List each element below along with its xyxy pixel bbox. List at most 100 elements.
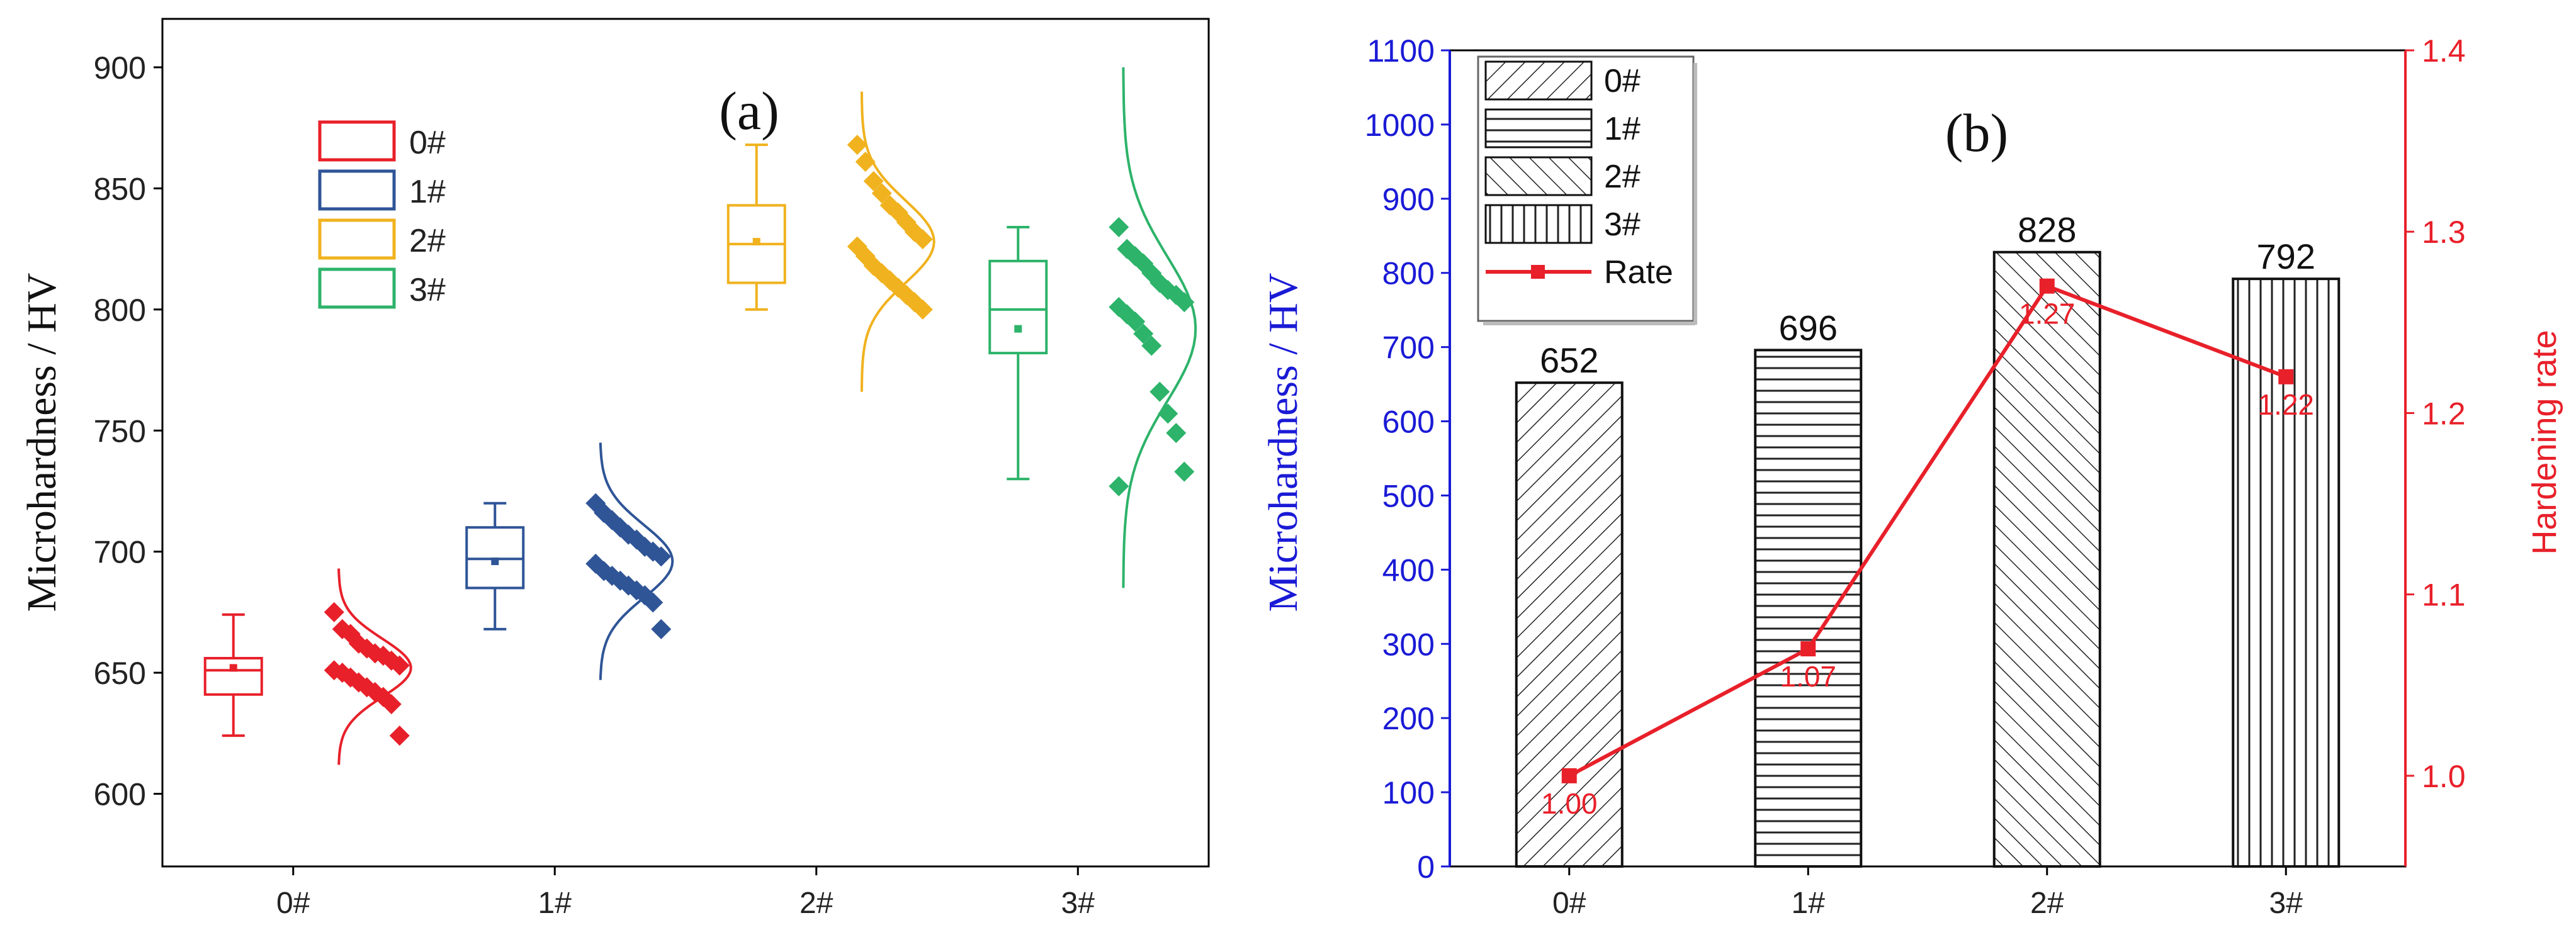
panel-a-data-point <box>871 183 892 204</box>
panel-a-data-point <box>324 602 344 622</box>
panel-b-rate-marker <box>2278 369 2294 384</box>
panel-a-mean-marker <box>229 664 237 672</box>
panel-a-x-tick-label: 0# <box>276 887 310 920</box>
panel-b-bar-value-label: 792 <box>2257 237 2315 276</box>
panel-a-data-point <box>912 229 933 250</box>
panel-b-y-tick-label: 200 <box>1382 701 1435 736</box>
panel-b-bar-value-label: 652 <box>1540 340 1598 380</box>
panel-a-legend-swatch <box>318 218 396 260</box>
panel-b-y-tick-label: 400 <box>1382 552 1435 588</box>
panel-b-y-ticks: 0 100 200 300 400 500 600 700 800 900 1000 1100 <box>1365 33 1450 885</box>
panel-a-data-point <box>1109 476 1129 496</box>
panel-b-rate-label: 1.27 <box>2019 298 2076 330</box>
panel-a-legend-label: 3# <box>409 272 446 308</box>
panel-b-rate-label: 1.00 <box>1541 787 1598 820</box>
panel-b-rate-label: 1.22 <box>2257 388 2314 421</box>
panel-a-boxes <box>203 143 1048 737</box>
panel-b-legend-marker <box>1531 265 1545 279</box>
panel-b-y2-tick-label: 1.0 <box>2422 759 2466 794</box>
panel-a-x-ticks: 0# 1# 2# 3# <box>276 866 1095 920</box>
panel-a-y-tick-label: 650 <box>94 656 146 691</box>
panel-b-legend-label: 3# <box>1604 206 1641 243</box>
panel-a-data-point <box>1133 323 1154 344</box>
panel-a-mean-marker <box>491 557 499 566</box>
panel-b-bar <box>1515 381 1624 868</box>
panel-a-legend-swatch <box>318 120 396 162</box>
panel-a-data-point <box>651 619 672 639</box>
panel-a-mean-marker <box>752 238 760 246</box>
panel-a-distribution-curve <box>599 442 674 680</box>
panel-b-legend-label: 0# <box>1604 63 1641 99</box>
panel-a-data-point <box>643 592 664 613</box>
panel-a-x-tick-label: 1# <box>538 887 572 920</box>
panel-b-bar-value-label: 696 <box>1779 308 1838 347</box>
panel-a-box <box>988 259 1048 355</box>
panel-a-y-tick-label: 850 <box>94 171 146 206</box>
panel-b-legend-label: 1# <box>1604 111 1641 147</box>
panel-a-data-point <box>1174 292 1195 313</box>
panel-b-y2-ticks: 1.0 1.1 1.2 1.3 1.4 <box>2405 33 2466 794</box>
panel-b-y2-tick-label: 1.4 <box>2422 33 2466 69</box>
panel-b-y2-tick-label: 1.3 <box>2422 215 2466 250</box>
panel-a-mean-marker <box>1014 325 1022 333</box>
panel-b-x-tick-label: 1# <box>1792 887 1826 920</box>
panel-a-data-point <box>1166 423 1187 444</box>
panel-b-bar-line-chart: 0 100 200 300 400 500 600 700 800 900 1000 1100 1.0… <box>1260 33 2563 920</box>
panel-b-rate-marker <box>1561 768 1577 783</box>
panel-a-y-tick-label: 900 <box>94 50 146 86</box>
panel-a-legend-label: 2# <box>409 223 446 259</box>
panel-a-legend: 0# 1# 2# 3# <box>318 120 446 309</box>
panel-a-data-point <box>847 135 867 155</box>
panel-a-legend-swatch <box>318 267 396 309</box>
panel-a-legend-label: 1# <box>409 174 446 210</box>
panel-a-y-tick-label: 600 <box>94 777 146 812</box>
panel-a-distributions <box>337 67 1197 765</box>
panel-a-data-point <box>389 655 410 676</box>
panel-a-x-tick-label: 2# <box>799 887 833 920</box>
panel-b-rate-marker <box>2039 278 2055 294</box>
panel-b-label: (b) <box>1945 103 2008 163</box>
panel-b-y-axis-title: Microhardness / HV <box>1260 273 1306 612</box>
panel-a-data-point <box>1109 216 1129 237</box>
panel-b-legend-swatch <box>1484 108 1593 148</box>
panel-b-legend-swatch <box>1484 60 1593 101</box>
panel-b-legend-swatch <box>1484 156 1593 196</box>
panel-a-data-point <box>651 546 672 567</box>
panel-b-y2-tick-label: 1.1 <box>2422 578 2466 613</box>
panel-b-bar <box>1992 250 2101 868</box>
panel-b-legend: 0# 1# 2# 3# Rate <box>1477 55 1697 325</box>
panel-a-distribution-curve <box>860 91 935 392</box>
panel-b-y-tick-label: 0 <box>1417 849 1435 885</box>
panel-a-legend-label: 0# <box>409 125 446 161</box>
panel-a-distribution-curve <box>1122 67 1197 588</box>
panel-b-y2-axis-title: Hardening rate <box>2526 330 2563 554</box>
panel-b-x-tick-label: 0# <box>1552 887 1586 920</box>
panel-b-bar <box>2232 277 2341 868</box>
panel-b-y-tick-label: 1000 <box>1365 108 1435 143</box>
panel-b-x-tick-label: 3# <box>2269 887 2303 920</box>
panel-a-data-point <box>1125 311 1146 332</box>
panel-a-data-point <box>1158 403 1178 424</box>
panel-a-box-chart: 600 650 700 750 800 850 900 0# 1# 2# 3# Microhard… <box>19 18 1210 920</box>
panel-b-x-ticks: 0# 1# 2# 3# <box>1552 866 2303 920</box>
panel-a-data-point <box>1141 335 1162 356</box>
panel-b-y-tick-label: 900 <box>1382 182 1435 217</box>
panel-a-y-axis-title: Microhardness / HV <box>19 273 65 612</box>
panel-b-bar <box>1754 349 1863 868</box>
panel-a-data-point <box>855 152 876 172</box>
panel-a-x-tick-label: 3# <box>1061 887 1095 920</box>
panel-a-data-point <box>381 694 402 715</box>
panel-b-y-tick-label: 500 <box>1382 478 1435 513</box>
panel-a-y-ticks: 600 650 700 750 800 850 900 <box>94 50 162 812</box>
panel-b-y-tick-label: 1100 <box>1367 33 1435 69</box>
panel-b-rate-polyline <box>1568 284 2287 778</box>
panel-a-data-point <box>1150 381 1170 402</box>
panel-a-points <box>324 135 1195 746</box>
panel-a-box <box>203 657 263 696</box>
panel-b-rate-marker <box>1800 641 1816 657</box>
panel-b-legend-label: 2# <box>1604 159 1641 195</box>
panel-b-y-tick-label: 700 <box>1382 330 1435 366</box>
panel-b-y-tick-label: 300 <box>1382 627 1435 662</box>
panel-b-y2-tick-label: 1.2 <box>2422 396 2466 431</box>
